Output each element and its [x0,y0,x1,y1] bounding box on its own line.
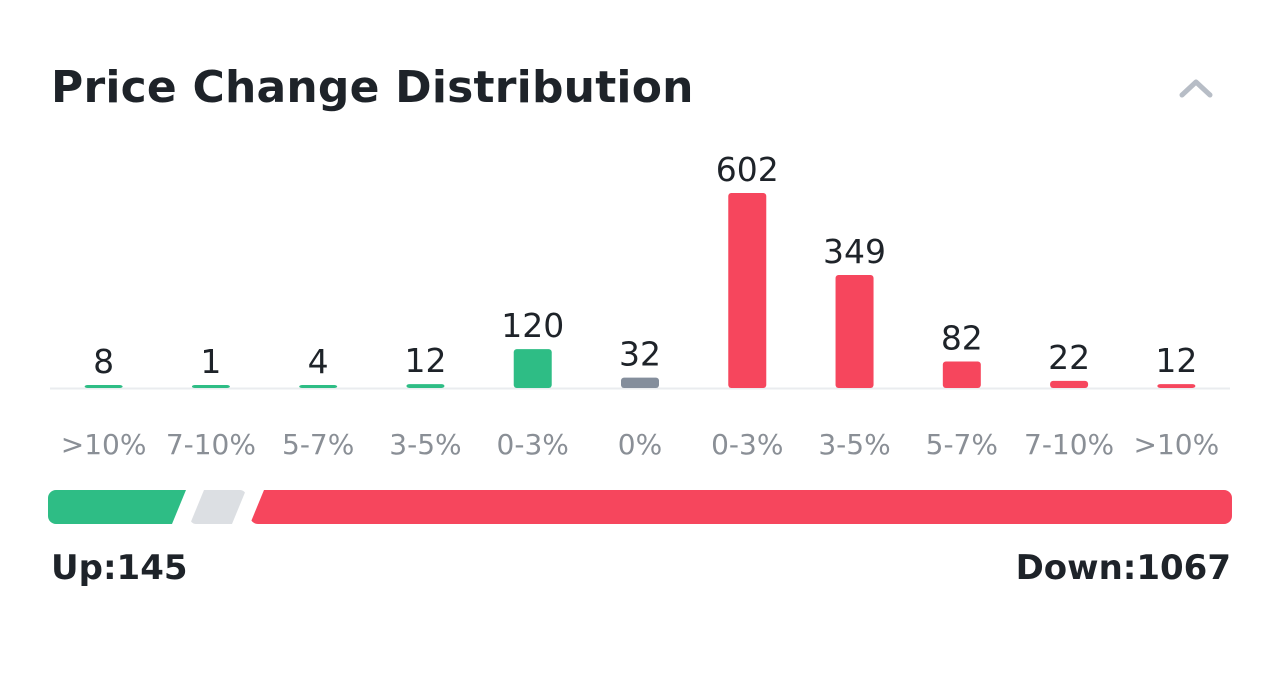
bar-0 [84,385,123,388]
up-count-label: Up:145 [51,548,188,588]
bar-value-label-3: 12 [404,341,446,380]
bar-value-label-7: 349 [823,232,886,271]
bar-value-label-2: 4 [308,342,329,381]
bar-value-label-8: 82 [941,318,983,357]
down-count-label: Down:1067 [1015,548,1231,588]
bar-2 [299,385,338,388]
bar-9 [1050,380,1089,388]
bar-3 [406,384,445,388]
totals-row: Up:145 Down:1067 [51,548,1231,592]
up-down-ratio-bar [48,490,1232,526]
collapse-button[interactable] [1172,68,1220,108]
down-ratio-segment [250,490,1232,524]
category-label-3: 3-5% [389,428,461,461]
bar-value-label-0: 8 [93,342,114,381]
bar-10 [1157,384,1196,388]
bar-value-label-5: 32 [619,335,661,374]
bar-8 [942,361,981,388]
category-label-1: 7-10% [166,428,256,461]
up-ratio-segment [48,490,186,524]
bar-value-label-4: 120 [501,306,564,345]
category-label-7: 3-5% [818,428,890,461]
bar-5 [621,377,659,388]
category-label-4: 0-3% [497,428,569,461]
category-label-9: 7-10% [1024,428,1114,461]
category-label-0: >10% [61,428,147,461]
category-label-5: 0% [618,428,662,461]
category-label-10: >10% [1134,428,1220,461]
flat-ratio-segment [190,490,246,524]
chevron-up-icon [1179,79,1213,98]
bar-6 [728,193,767,388]
category-label-2: 5-7% [282,428,354,461]
bar-4 [513,349,552,388]
bar-value-label-6: 602 [716,150,779,189]
bar-value-label-10: 12 [1155,341,1197,380]
category-label-6: 0-3% [711,428,783,461]
page-title: Price Change Distribution [51,62,694,113]
bar-7 [835,274,874,388]
bar-value-label-9: 22 [1048,338,1090,377]
bar-1 [191,385,230,388]
bar-value-label-1: 1 [200,342,221,381]
category-label-8: 5-7% [926,428,998,461]
distribution-bar-chart: 8 >10% 1 7-10% 4 5-7% 12 3-5% 120 0-3% 32 0% 602 0-3%… [50,150,1230,461]
